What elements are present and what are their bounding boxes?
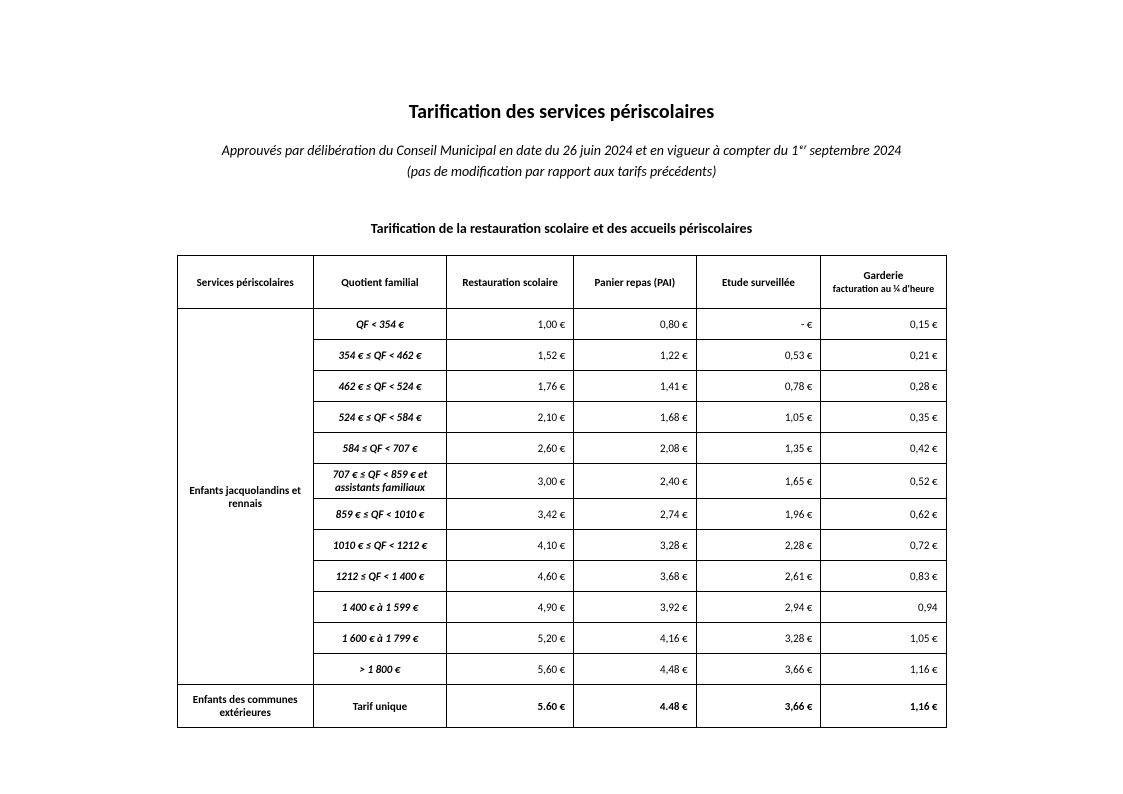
- table-row: Enfants jacquolandins et rennaisQF < 354…: [177, 309, 946, 340]
- col-panier: Panier repas (PAI): [574, 256, 696, 309]
- cell-garderie: 0,94: [821, 592, 946, 623]
- col-services: Services périscolaires: [177, 256, 313, 309]
- cell-qf: 354 € ≤ QF < 462 €: [313, 340, 446, 371]
- cell-restauration: 3,42 €: [447, 499, 574, 530]
- cell-etude: 1,96 €: [696, 499, 821, 530]
- cell-garderie: 0,35 €: [821, 402, 946, 433]
- cell-garderie: 0,42 €: [821, 433, 946, 464]
- cell-restauration: 1,00 €: [447, 309, 574, 340]
- cell-qf: 1010 € ≤ QF < 1212 €: [313, 530, 446, 561]
- cell-garderie: 0,72 €: [821, 530, 946, 561]
- cell-qf: > 1 800 €: [313, 654, 446, 685]
- cell-etude: 1,35 €: [696, 433, 821, 464]
- cell-etude: 1,05 €: [696, 402, 821, 433]
- cell-panier: 2,08 €: [574, 433, 696, 464]
- cell-panier: 4.48 €: [574, 685, 696, 728]
- cell-etude: 0,78 €: [696, 371, 821, 402]
- cell-qf: QF < 354 €: [313, 309, 446, 340]
- col-garderie-line1: Garderie: [864, 269, 904, 282]
- col-qf: Quotient familial: [313, 256, 446, 309]
- cell-qf: 524 € ≤ QF < 584 €: [313, 402, 446, 433]
- cell-etude: 2,94 €: [696, 592, 821, 623]
- cell-restauration: 1,52 €: [447, 340, 574, 371]
- cell-restauration: 5.60 €: [447, 685, 574, 728]
- cell-panier: 1,68 €: [574, 402, 696, 433]
- cell-panier: 2,40 €: [574, 464, 696, 499]
- table-header-row: Services périscolaires Quotient familial…: [177, 256, 946, 309]
- cell-panier: 1,41 €: [574, 371, 696, 402]
- cell-etude: 0,53 €: [696, 340, 821, 371]
- subtitle-line-2: (pas de modification par rapport aux tar…: [80, 163, 1043, 180]
- cell-etude: 3,66 €: [696, 685, 821, 728]
- cell-panier: 3,68 €: [574, 561, 696, 592]
- col-etude: Etude surveillée: [696, 256, 821, 309]
- cell-panier: 3,28 €: [574, 530, 696, 561]
- cell-garderie: 1,16 €: [821, 654, 946, 685]
- cell-panier: 0,80 €: [574, 309, 696, 340]
- cell-qf: 859 € ≤ QF < 1010 €: [313, 499, 446, 530]
- cell-restauration: 5,20 €: [447, 623, 574, 654]
- cell-garderie: 1,05 €: [821, 623, 946, 654]
- cell-garderie: 1,16 €: [821, 685, 946, 728]
- cell-restauration: 1,76 €: [447, 371, 574, 402]
- cell-etude: 3,66 €: [696, 654, 821, 685]
- cell-qf: 462 € ≤ QF < 524 €: [313, 371, 446, 402]
- cell-etude: 1,65 €: [696, 464, 821, 499]
- cell-panier: 1,22 €: [574, 340, 696, 371]
- cell-etude: 2,28 €: [696, 530, 821, 561]
- cell-garderie: 0,83 €: [821, 561, 946, 592]
- cell-restauration: 2,10 €: [447, 402, 574, 433]
- cell-restauration: 5,60 €: [447, 654, 574, 685]
- pricing-table: Services périscolaires Quotient familial…: [177, 255, 947, 728]
- cell-qf: 1212 ≤ QF < 1 400 €: [313, 561, 446, 592]
- cell-panier: 2,74 €: [574, 499, 696, 530]
- cell-restauration: 2,60 €: [447, 433, 574, 464]
- subtitle-line-1: Approuvés par délibération du Conseil Mu…: [80, 142, 1043, 159]
- cell-restauration: 4,60 €: [447, 561, 574, 592]
- cell-garderie: 0,21 €: [821, 340, 946, 371]
- cell-etude: 3,28 €: [696, 623, 821, 654]
- cell-restauration: 3,00 €: [447, 464, 574, 499]
- page-title: Tarification des services périscolaires: [80, 100, 1043, 124]
- cell-etude: - €: [696, 309, 821, 340]
- page: Tarification des services périscolaires …: [0, 0, 1123, 728]
- cell-garderie: 0,62 €: [821, 499, 946, 530]
- cell-restauration: 4,90 €: [447, 592, 574, 623]
- cell-qf: 707 € ≤ QF < 859 € et assistants familia…: [313, 464, 446, 499]
- group-jacquolandins-rennais: Enfants jacquolandins et rennais: [177, 309, 313, 685]
- col-restauration: Restauration scolaire: [447, 256, 574, 309]
- cell-qf-unique: Tarif unique: [313, 685, 446, 728]
- table-row-extern: Enfants des communes extérieuresTarif un…: [177, 685, 946, 728]
- group-communes-exterieures: Enfants des communes extérieures: [177, 685, 313, 728]
- cell-garderie: 0,15 €: [821, 309, 946, 340]
- col-garderie: Garderie facturation au ¼ d'heure: [821, 256, 946, 309]
- cell-garderie: 0,52 €: [821, 464, 946, 499]
- col-garderie-line2: facturation au ¼ d'heure: [833, 282, 934, 295]
- cell-panier: 4,48 €: [574, 654, 696, 685]
- cell-qf: 1 600 € à 1 799 €: [313, 623, 446, 654]
- cell-panier: 3,92 €: [574, 592, 696, 623]
- cell-garderie: 0,28 €: [821, 371, 946, 402]
- section-title: Tarification de la restauration scolaire…: [80, 220, 1043, 237]
- cell-etude: 2,61 €: [696, 561, 821, 592]
- cell-panier: 4,16 €: [574, 623, 696, 654]
- cell-qf: 1 400 € à 1 599 €: [313, 592, 446, 623]
- cell-restauration: 4,10 €: [447, 530, 574, 561]
- cell-qf: 584 ≤ QF < 707 €: [313, 433, 446, 464]
